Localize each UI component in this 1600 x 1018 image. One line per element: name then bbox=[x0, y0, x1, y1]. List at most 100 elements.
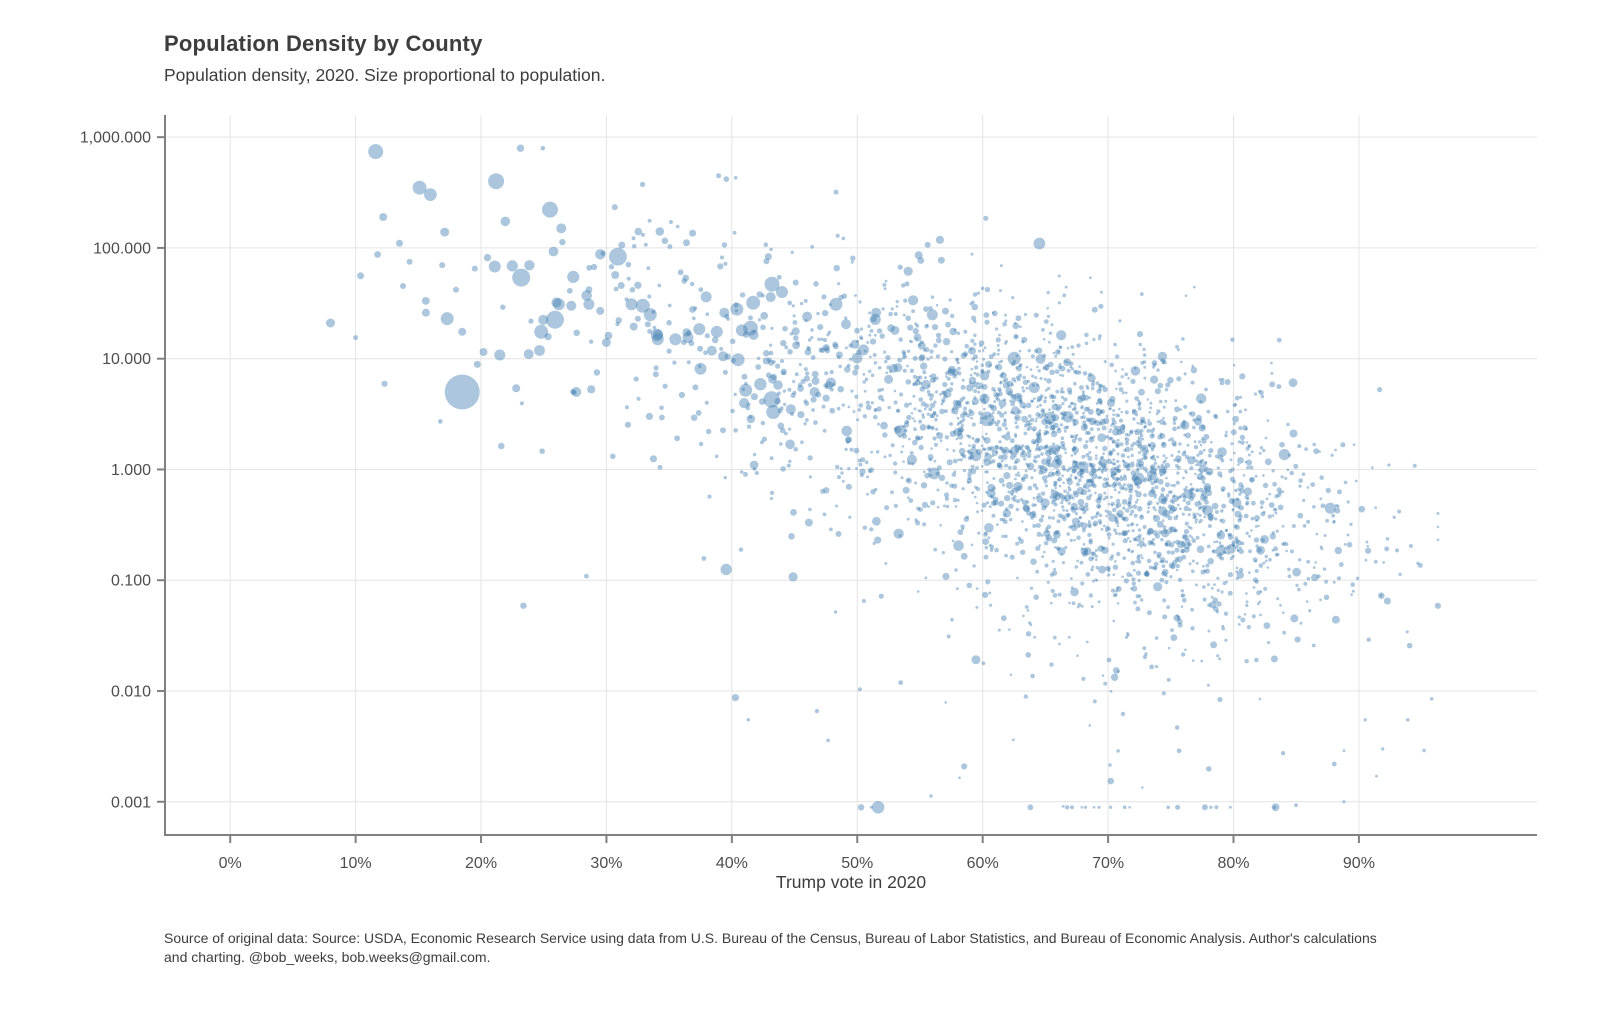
data-bubble bbox=[1147, 443, 1150, 447]
data-bubble bbox=[1269, 381, 1276, 388]
data-bubble bbox=[1045, 419, 1051, 425]
data-bubble bbox=[1137, 440, 1141, 444]
data-bubble bbox=[960, 352, 967, 359]
data-bubble bbox=[1206, 544, 1211, 549]
data-bubble bbox=[906, 364, 909, 368]
data-bubble bbox=[1023, 312, 1028, 317]
data-bubble bbox=[1025, 462, 1028, 466]
data-bubble bbox=[1127, 502, 1131, 507]
data-bubble bbox=[1109, 428, 1113, 431]
data-bubble bbox=[691, 414, 698, 421]
data-bubble bbox=[898, 435, 902, 439]
data-bubble bbox=[970, 454, 975, 460]
data-bubble bbox=[1025, 500, 1030, 504]
data-bubble bbox=[1140, 419, 1144, 423]
data-bubble bbox=[1108, 450, 1113, 455]
data-bubble bbox=[1007, 351, 1021, 365]
data-bubble bbox=[1056, 330, 1067, 341]
data-bubble bbox=[1227, 534, 1234, 540]
data-bubble bbox=[930, 373, 937, 379]
data-bubble bbox=[1158, 505, 1162, 509]
data-bubble bbox=[1429, 697, 1434, 701]
data-bubble bbox=[763, 242, 769, 247]
data-bubble bbox=[1405, 630, 1409, 634]
data-bubble bbox=[991, 459, 996, 464]
data-bubble bbox=[1169, 531, 1172, 534]
data-bubble bbox=[884, 279, 888, 283]
data-bubble bbox=[1199, 505, 1203, 509]
data-bubble bbox=[1245, 441, 1249, 444]
data-bubble bbox=[888, 369, 893, 374]
data-bubble bbox=[624, 297, 629, 302]
data-bubble bbox=[1035, 443, 1040, 447]
data-bubble bbox=[1199, 443, 1203, 447]
data-bubble bbox=[720, 563, 732, 576]
data-bubble bbox=[804, 401, 810, 406]
data-bubble bbox=[971, 422, 976, 427]
data-bubble bbox=[995, 450, 998, 454]
data-bubble bbox=[956, 423, 960, 426]
data-bubble bbox=[1080, 522, 1088, 530]
data-bubble bbox=[1015, 541, 1020, 546]
data-bubble bbox=[1112, 667, 1120, 674]
data-bubble bbox=[1138, 540, 1145, 547]
data-bubble bbox=[1082, 505, 1089, 512]
data-bubble bbox=[498, 442, 505, 450]
data-bubble bbox=[610, 453, 616, 460]
data-bubble bbox=[1051, 559, 1055, 563]
data-bubble bbox=[1120, 410, 1124, 414]
data-bubble bbox=[1088, 478, 1093, 484]
data-bubble bbox=[1151, 360, 1158, 366]
data-bubble bbox=[381, 380, 388, 387]
data-bubble bbox=[617, 282, 625, 289]
data-bubble bbox=[1061, 561, 1066, 565]
data-bubble bbox=[1207, 629, 1211, 633]
data-bubble bbox=[996, 410, 1001, 415]
data-bubble bbox=[951, 407, 955, 411]
data-bubble bbox=[1152, 506, 1156, 510]
data-bubble bbox=[1286, 422, 1290, 427]
data-bubble bbox=[1102, 384, 1106, 389]
data-bubble bbox=[1142, 353, 1147, 357]
data-bubble bbox=[848, 343, 853, 348]
data-bubble bbox=[733, 302, 739, 308]
data-bubble bbox=[1213, 413, 1218, 418]
data-bubble bbox=[1052, 395, 1057, 400]
data-bubble bbox=[1046, 386, 1051, 391]
data-bubble bbox=[1165, 542, 1169, 546]
data-bubble bbox=[1170, 454, 1174, 457]
data-bubble bbox=[1097, 412, 1101, 417]
data-bubble bbox=[971, 300, 975, 305]
data-bubble bbox=[1105, 414, 1109, 418]
data-bubble bbox=[877, 366, 882, 370]
data-bubble bbox=[1108, 537, 1111, 540]
data-bubble bbox=[1127, 548, 1131, 552]
data-bubble bbox=[890, 490, 894, 495]
data-bubble bbox=[982, 357, 986, 361]
data-bubble bbox=[1079, 468, 1085, 475]
chart-footer: Source of original data: Source: USDA, E… bbox=[164, 929, 1464, 967]
data-bubble bbox=[998, 455, 1003, 460]
data-bubble bbox=[1204, 499, 1209, 505]
data-bubble bbox=[924, 347, 930, 353]
data-bubble bbox=[1207, 512, 1213, 519]
data-bubble bbox=[975, 605, 979, 609]
data-bubble bbox=[1200, 493, 1208, 502]
data-bubble bbox=[1070, 502, 1078, 510]
data-bubble bbox=[1077, 396, 1084, 403]
data-bubble bbox=[1225, 580, 1228, 584]
data-bubble bbox=[1066, 425, 1069, 429]
data-bubble bbox=[846, 363, 851, 368]
data-bubble bbox=[1062, 517, 1067, 522]
data-bubble bbox=[1231, 498, 1242, 508]
data-bubble bbox=[1088, 372, 1093, 377]
data-bubble bbox=[604, 331, 613, 340]
data-bubble bbox=[1170, 490, 1173, 494]
data-bubble bbox=[988, 363, 992, 367]
data-bubble bbox=[653, 365, 659, 371]
data-bubble bbox=[1172, 494, 1176, 498]
data-bubble bbox=[1237, 457, 1244, 464]
data-bubble bbox=[1059, 423, 1063, 427]
data-bubble bbox=[1161, 360, 1166, 365]
data-bubble bbox=[1045, 366, 1050, 371]
